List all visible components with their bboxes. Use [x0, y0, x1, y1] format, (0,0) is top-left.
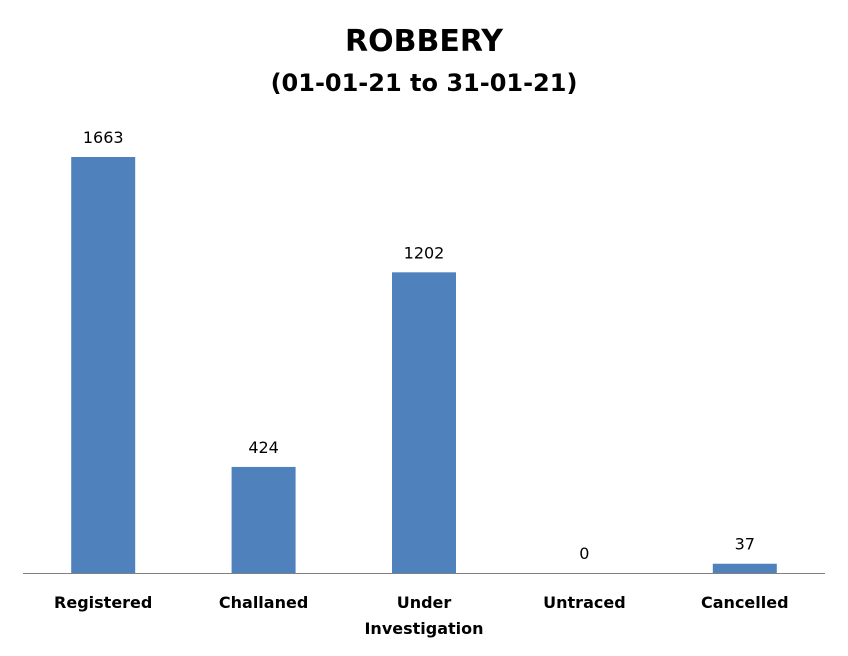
data-label-3: 0 [579, 544, 589, 563]
x-tick-label-3: Untraced [543, 593, 626, 612]
data-label-4: 37 [735, 535, 755, 554]
x-tick-labels-layer: Registered Challaned Under Investigation Unt… [54, 593, 789, 638]
chart-title: ROBBERY [345, 24, 504, 59]
x-tick-label-4: Cancelled [701, 593, 789, 612]
data-label-0: 1663 [83, 128, 124, 147]
bars-layer [71, 157, 777, 573]
bar-4 [712, 563, 777, 573]
bar-0 [71, 157, 136, 573]
x-tick-label-1: Challaned [219, 593, 308, 612]
bar-2 [392, 272, 456, 573]
x-tick-label-0: Registered [54, 593, 152, 612]
data-label-1: 424 [248, 438, 279, 457]
bar-1 [231, 466, 296, 573]
data-label-2: 1202 [404, 243, 445, 262]
chart-subtitle: (01-01-21 to 31-01-21) [271, 69, 578, 97]
data-labels-layer: 1663 424 1202 0 37 [83, 128, 755, 563]
x-tick-label-2: Under Investigation [364, 593, 483, 638]
